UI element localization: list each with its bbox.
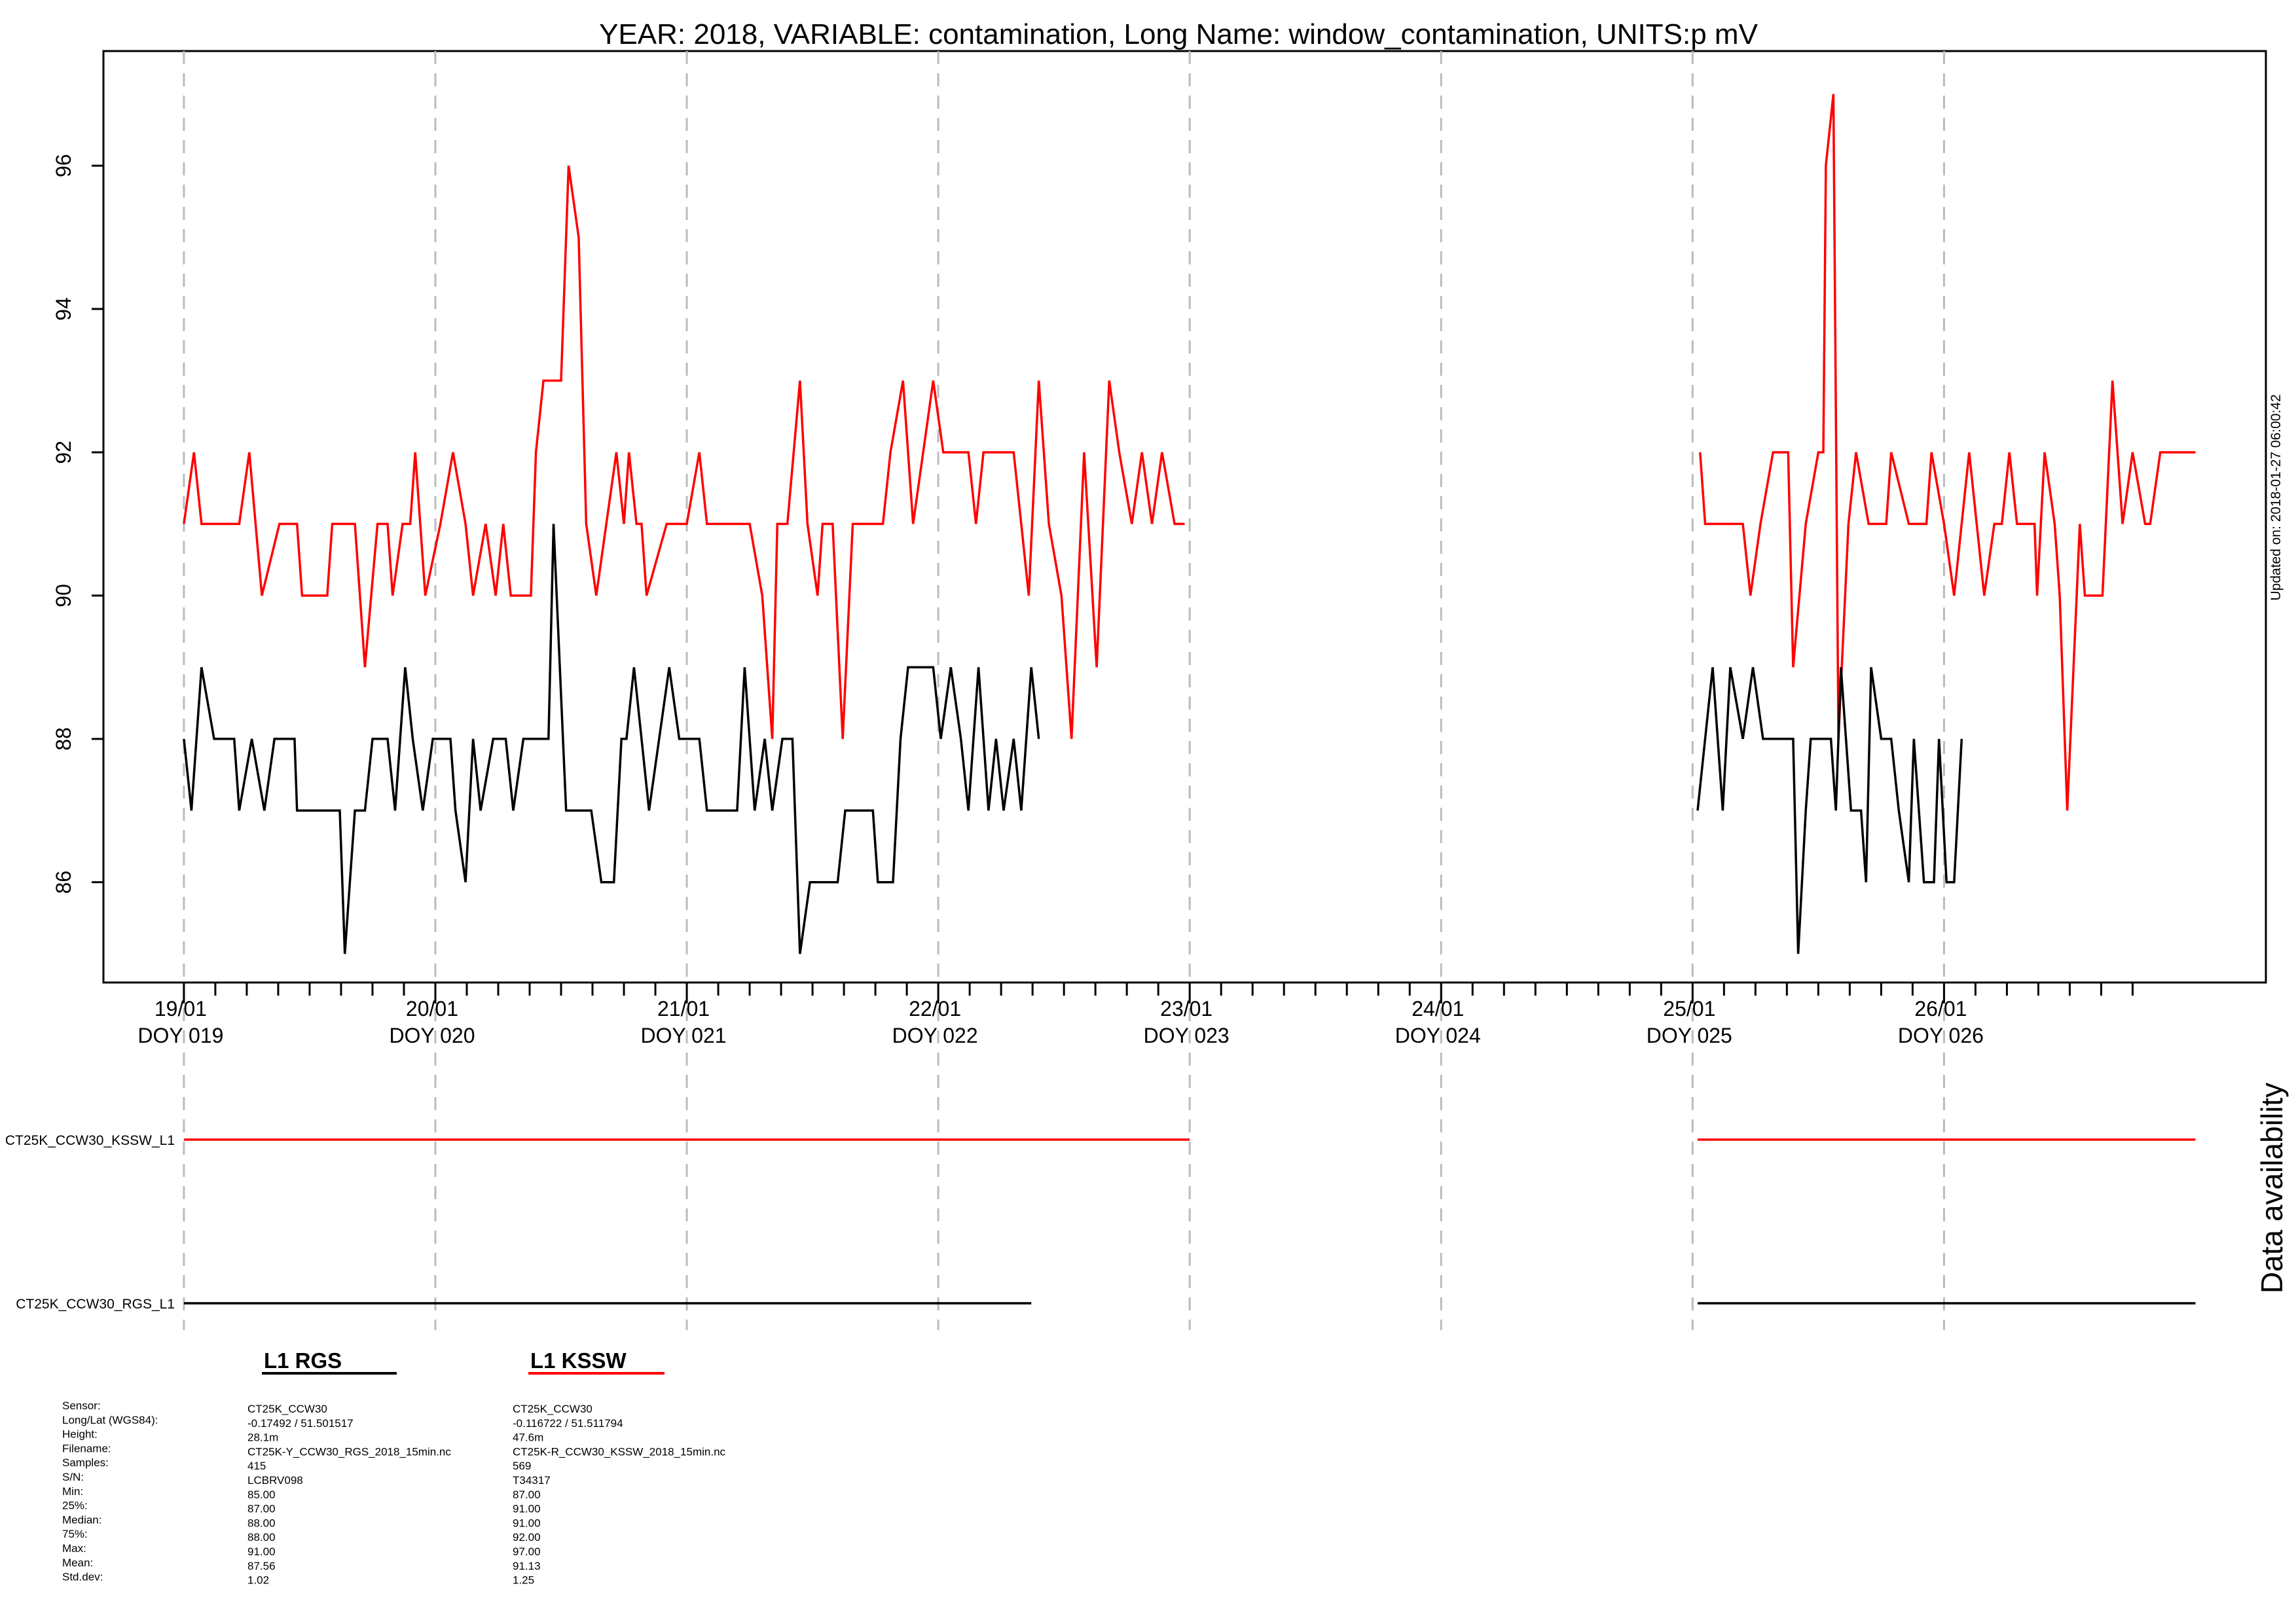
y-tick-label: 94 xyxy=(52,297,75,321)
info-kssw-value: 87.00 xyxy=(513,1489,541,1501)
info-kssw-value: 47.6m xyxy=(513,1432,543,1444)
y-tick-label: 96 xyxy=(52,154,75,177)
x-tick-doy: DOY 026 xyxy=(1898,1024,1984,1047)
info-rgs-value: 87.56 xyxy=(247,1560,276,1572)
availability-ylabel: Data availability xyxy=(2255,1083,2289,1293)
info-rgs-value: 88.00 xyxy=(247,1517,276,1529)
x-tick-doy: DOY 025 xyxy=(1647,1024,1732,1047)
y-axis: 86 88 90 92 94 96 xyxy=(52,154,103,894)
info-row-label: Sensor: xyxy=(62,1399,101,1412)
info-rgs-value: CT25K_CCW30 xyxy=(247,1403,327,1415)
info-row-label: 25%: xyxy=(62,1500,88,1512)
x-tick-doy: DOY 020 xyxy=(389,1024,475,1047)
info-kssw-value: 97.00 xyxy=(513,1545,541,1558)
info-row-label: Long/Lat (WGS84): xyxy=(62,1414,158,1426)
info-row-label: 75%: xyxy=(62,1528,88,1540)
info-rgs-value: 91.00 xyxy=(247,1545,276,1558)
info-row-label: S/N: xyxy=(62,1471,84,1483)
info-row-label: Filename: xyxy=(62,1442,111,1454)
info-row-label: Samples: xyxy=(62,1456,109,1469)
info-kssw-value: 1.25 xyxy=(513,1574,534,1587)
info-row-label: Std.dev: xyxy=(62,1571,103,1583)
info-kssw-value: -0.116722 / 51.511794 xyxy=(513,1417,623,1430)
info-kssw-value: T34317 xyxy=(513,1474,551,1487)
x-tick-date: 19/01 xyxy=(155,997,207,1020)
info-row-label: Max: xyxy=(62,1542,86,1555)
info-rgs-value: CT25K-Y_CCW30_RGS_2018_15min.nc xyxy=(247,1445,451,1458)
availability-panel: CT25K_CCW30_KSSW_L1 CT25K_CCW30_RGS_L1 xyxy=(5,1133,2196,1312)
x-tick-date: 22/01 xyxy=(909,997,961,1020)
plot-frame xyxy=(102,50,2267,984)
info-rgs-value: 415 xyxy=(247,1460,266,1472)
x-tick-doy: DOY 023 xyxy=(1144,1024,1230,1047)
x-tick-date: 21/01 xyxy=(657,997,710,1020)
info-rgs-value: 28.1m xyxy=(247,1432,278,1444)
info-kssw-value: 92.00 xyxy=(513,1531,541,1543)
updated-label: Updated on: 2018-01-27 06:00:42 xyxy=(2269,394,2284,600)
x-tick-date: 23/01 xyxy=(1160,997,1212,1020)
info-kssw-value: 91.00 xyxy=(513,1503,541,1515)
info-rgs-value: -0.17492 / 51.501517 xyxy=(247,1417,354,1430)
y-tick-label: 92 xyxy=(52,441,75,464)
info-kssw-value: 569 xyxy=(513,1460,531,1472)
availability-row-label: CT25K_CCW30_RGS_L1 xyxy=(16,1297,175,1312)
x-tick-doy: DOY 022 xyxy=(892,1024,978,1047)
legend-label: L1 KSSW xyxy=(530,1348,627,1373)
legend: L1 RGS L1 KSSW xyxy=(262,1348,665,1375)
y-tick-label: 90 xyxy=(52,584,75,607)
x-tick-doy: DOY 019 xyxy=(137,1024,223,1047)
info-rgs-value: LCBRV098 xyxy=(247,1474,303,1487)
info-row-label: Min: xyxy=(62,1485,83,1498)
info-rgs-value: 1.02 xyxy=(247,1574,269,1587)
info-rgs-value: 85.00 xyxy=(247,1489,276,1501)
grid-lines xyxy=(183,51,1945,1330)
x-tick-doy: DOY 021 xyxy=(641,1024,727,1047)
info-kssw-value: CT25K_CCW30 xyxy=(513,1403,592,1415)
series-kssw-line-part1 xyxy=(183,165,1185,739)
x-axis: 19/01 DOY 019 20/01 DOY 020 21/01 DOY 021 22/0… xyxy=(137,983,2134,1047)
x-tick-date: 25/01 xyxy=(1663,997,1715,1020)
info-row-label: Median: xyxy=(62,1513,101,1526)
series-rgs-line-part1 xyxy=(183,524,1040,954)
series-rgs-line-part2 xyxy=(1696,667,1963,954)
chart-title: YEAR: 2018, VARIABLE: contamination, Lon… xyxy=(599,18,1758,50)
series-kssw-line-part2 xyxy=(1699,94,2196,811)
x-tick-date: 26/01 xyxy=(1914,997,1967,1020)
info-row-label: Height: xyxy=(62,1428,98,1441)
series-lines xyxy=(183,94,2196,954)
info-table: Sensor: CT25K_CCW30 CT25K_CCW30 Long/Lat (W… xyxy=(62,1399,726,1587)
x-tick-date: 24/01 xyxy=(1412,997,1464,1020)
info-rgs-value: 88.00 xyxy=(247,1531,276,1543)
y-tick-label: 88 xyxy=(52,727,75,751)
legend-label: L1 RGS xyxy=(264,1348,342,1373)
x-tick-date: 20/01 xyxy=(406,997,458,1020)
info-row-label: Mean: xyxy=(62,1557,93,1569)
info-kssw-value: CT25K-R_CCW30_KSSW_2018_15min.nc xyxy=(513,1445,726,1458)
info-rgs-value: 87.00 xyxy=(247,1503,276,1515)
availability-row-label: CT25K_CCW30_KSSW_L1 xyxy=(5,1133,175,1148)
x-tick-doy: DOY 024 xyxy=(1395,1024,1481,1047)
info-kssw-value: 91.00 xyxy=(513,1517,541,1529)
y-tick-label: 86 xyxy=(52,871,75,894)
info-kssw-value: 91.13 xyxy=(513,1560,541,1572)
